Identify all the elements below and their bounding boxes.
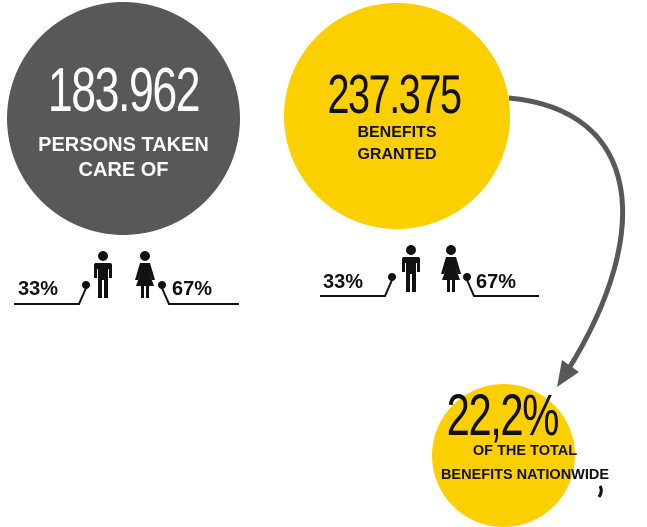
male-connector-line: [14, 287, 87, 305]
male-connector-line: [320, 279, 393, 297]
persons-gender-split: [14, 251, 239, 305]
persons-label-line2: CARE OF: [78, 159, 169, 181]
benefits-number: 237.375: [327, 63, 462, 125]
total-label-line1: OF THE TOTAL: [472, 443, 578, 459]
female-connector-dot: [463, 273, 471, 281]
male-connector-dot: [388, 273, 396, 281]
female-connector-line: [161, 287, 239, 305]
total-label: OF THE TOTAL BENEFITS NATIONWIDE: [405, 440, 645, 488]
persons-label-line1: PERSONS TAKEN: [38, 134, 209, 156]
female-person-icon: [441, 245, 461, 292]
female-connector-line: [466, 279, 539, 297]
bracket-mark: [597, 485, 603, 498]
female-connector-dot: [158, 281, 166, 289]
benefits-circle: 237.375 BENEFITS GRANTED: [284, 3, 510, 229]
benefits-gender-split: [320, 245, 539, 297]
benefits-female-percent: 67%: [476, 271, 517, 293]
decorations: [14, 95, 626, 498]
persons-label: PERSONS TAKEN CARE OF: [7, 133, 240, 183]
persons-female-percent: 67%: [172, 278, 213, 300]
benefits-label-line1: BENEFITS: [357, 124, 437, 141]
benefits-label-line2: GRANTED: [357, 146, 437, 164]
male-person-icon: [402, 245, 420, 292]
total-number: 22,2%: [446, 383, 560, 448]
persons-number: 183.962: [47, 56, 201, 125]
persons-male-percent: 33%: [18, 278, 59, 300]
benefits-male-percent: 33%: [323, 271, 364, 293]
total-circle: [432, 384, 575, 527]
male-connector-dot: [82, 281, 90, 289]
benefits-label: BENEFITS GRANTED: [284, 122, 510, 167]
total-label-line2: BENEFITS NATIONWIDE: [440, 466, 610, 483]
female-person-icon: [135, 251, 155, 298]
curved-arrow-icon: [508, 95, 626, 387]
persons-circle: 183.962 PERSONS TAKEN CARE OF: [7, 2, 240, 235]
male-person-icon: [94, 251, 112, 298]
